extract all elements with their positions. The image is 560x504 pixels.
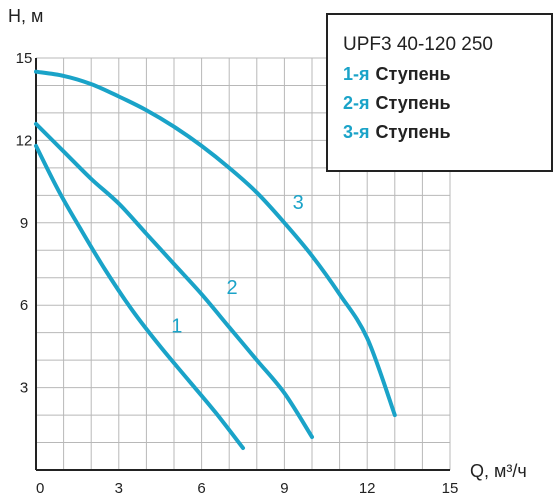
x-tick-label: 12 [359,480,376,497]
legend-title: UPF3 40-120 250 [343,34,493,55]
x-tick-label: 15 [442,480,459,497]
legend-entry-2-text: Ступень [376,93,451,113]
legend-entry-3: 3-я Ступень [343,122,451,142]
legend-entry-1-prefix: 1-я [343,64,370,84]
y-tick-label: 12 [16,132,33,149]
legend-entry-3-text: Ступень [376,122,451,142]
legend-entry-2: 2-я Ступень [343,93,451,113]
legend-entry-3-prefix: 3-я [343,122,370,142]
curve-label-2: 2 [226,277,237,299]
y-tick-labels: 3 6 9 12 15 [16,50,33,397]
legend-entry-1-text: Ступень [376,64,451,84]
y-tick-label: 3 [20,380,28,397]
x-tick-label: 9 [280,480,288,497]
y-tick-label: 6 [20,297,28,314]
legend: UPF3 40-120 250 1-я Ступень 2-я Ступень 3-… [326,13,553,172]
y-tick-label: 9 [20,215,28,232]
curves: 1 2 3 [34,69,397,450]
x-tick-label: 0 [36,480,44,497]
x-tick-label: 3 [115,480,123,497]
curve-label-3: 3 [293,192,304,214]
legend-entry-1: 1-я Ступень [343,64,451,84]
x-tick-labels: 0 3 6 9 12 15 [36,480,458,497]
x-tick-label: 6 [197,480,205,497]
curve-stage-3 [34,69,397,418]
curve-stage-1 [34,143,245,450]
curve-stage-2 [34,121,314,439]
x-axis-title: Q, м³/ч [470,461,527,481]
legend-entry-2-prefix: 2-я [343,93,370,113]
y-axis-title: H, м [8,6,43,26]
legend-box [326,13,553,172]
curve-label-1: 1 [171,316,182,338]
y-tick-label: 15 [16,50,33,67]
